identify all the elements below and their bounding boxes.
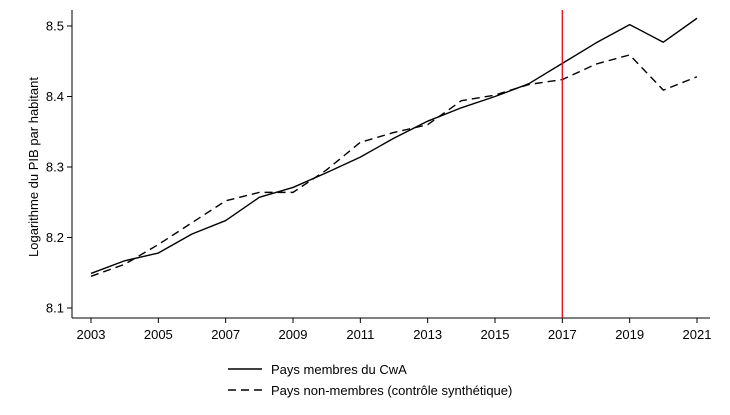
y-tick-label: 8.3 xyxy=(46,160,64,175)
legend-item-members: Pays membres du CwA xyxy=(228,362,407,377)
legend-label-nonmembers: Pays non-membres (contrôle synthétique) xyxy=(271,383,512,398)
x-tick-label: 2013 xyxy=(413,327,442,342)
x-tick-label: 2015 xyxy=(481,327,510,342)
legend-label-members: Pays membres du CwA xyxy=(271,362,407,377)
x-tick-label: 2011 xyxy=(346,327,374,342)
x-tick-label: 2005 xyxy=(144,327,173,342)
series-line-members xyxy=(90,17,698,275)
y-axis-title: Logarithme du PIB par habitant xyxy=(26,77,41,257)
axes: 2003 2005 2007 2009 2011 2013 2015 2017 2019 2021… xyxy=(46,10,712,342)
legend: Pays membres du CwA Pays non-membres (co… xyxy=(228,362,512,398)
legend-item-nonmembers: Pays non-membres (contrôle synthétique) xyxy=(228,383,512,398)
y-tick-label: 8.2 xyxy=(46,230,64,245)
y-tick-label: 8.1 xyxy=(46,301,64,316)
x-tick-label: 2007 xyxy=(211,327,240,342)
y-tick-label: 8.5 xyxy=(46,19,64,34)
x-tick-label: 2017 xyxy=(548,327,577,342)
x-tick-label: 2009 xyxy=(279,327,308,342)
series-line-nonmembers xyxy=(90,54,698,277)
series-layer xyxy=(90,17,698,277)
x-tick-label: 2021 xyxy=(683,327,712,342)
x-tick-label: 2019 xyxy=(615,327,644,342)
y-tick-label: 8.4 xyxy=(46,89,64,104)
x-tick-label: 2003 xyxy=(77,327,106,342)
